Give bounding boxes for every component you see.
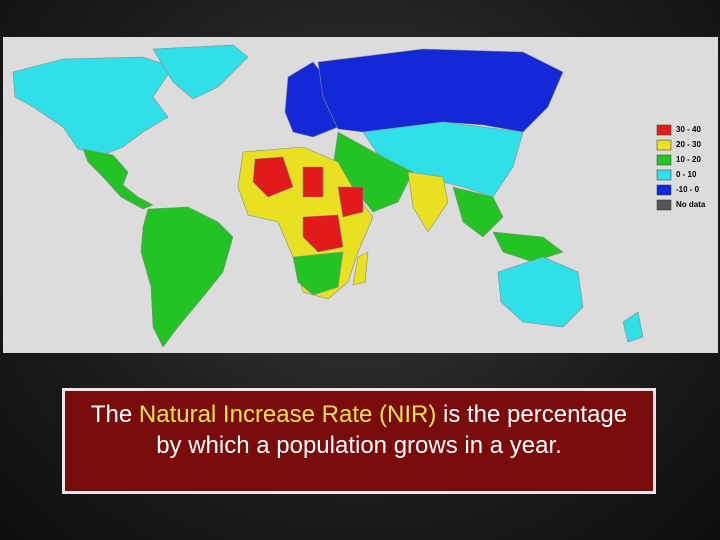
world-map: 30 - 40 20 - 30 10 - 20 0 - 10 -10 - 0 No dat… [3,37,718,353]
legend-label: 0 - 10 [676,170,697,179]
caption-highlight: Natural Increase Rate (NIR) [138,401,437,428]
land [12,44,644,348]
legend-swatch [656,169,672,181]
legend-label: 10 - 20 [676,155,701,164]
caption-text: is the percentage by which a population … [156,401,628,459]
legend-label: No data [676,200,706,209]
legend-label: -10 - 0 [676,185,700,194]
legend-swatch [656,139,672,151]
caption-box: The Natural Increase Rate (NIR) is the p… [62,388,656,494]
legend-swatch [656,154,672,166]
caption-text: The [90,401,139,428]
legend-swatch [656,124,672,136]
legend: 30 - 40 20 - 30 10 - 20 0 - 10 -10 - 0 No dat… [656,124,706,211]
legend-swatch [656,184,672,196]
legend-swatch [656,199,672,211]
legend-label: 30 - 40 [676,125,701,134]
legend-label: 20 - 30 [676,140,701,149]
